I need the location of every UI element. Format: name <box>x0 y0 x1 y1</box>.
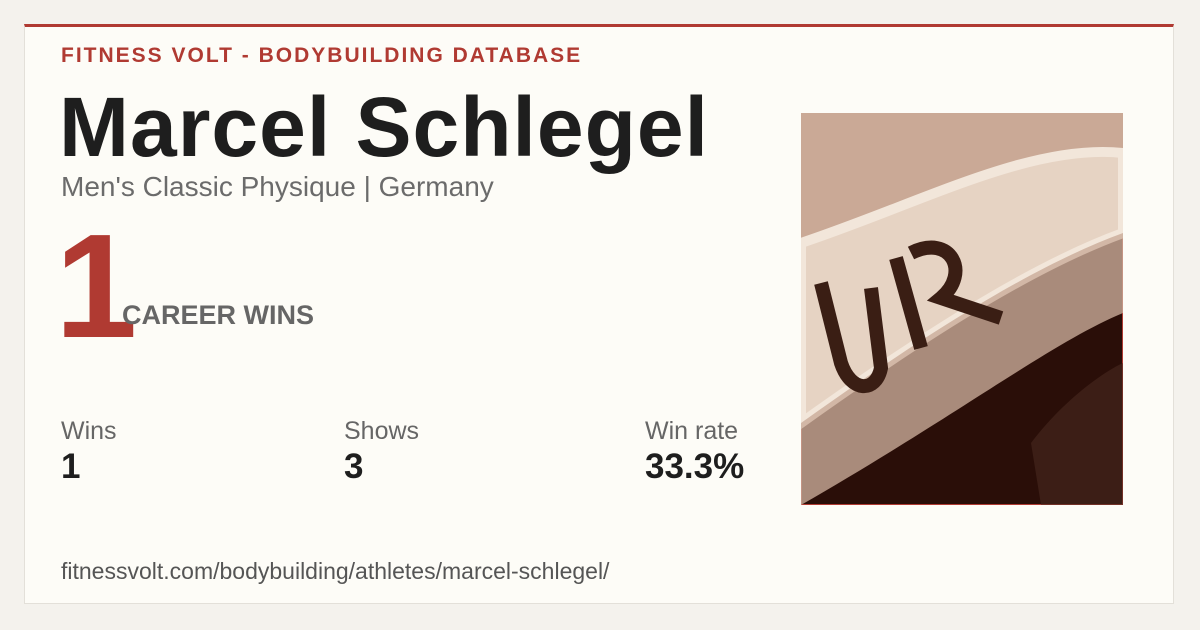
stat-value: 33.3% <box>645 447 745 486</box>
stat-label: Shows <box>344 417 420 445</box>
athlete-photo <box>801 113 1123 505</box>
photo-letter <box>889 240 1004 350</box>
athlete-subtitle: Men's Classic Physique | Germany <box>61 171 494 202</box>
photo-shape <box>1031 363 1123 505</box>
stat-label: Win rate <box>645 417 739 445</box>
card: FITNESS VOLT - BODYBUILDING DATABASE Mar… <box>24 24 1174 604</box>
photo-letter <box>814 281 889 394</box>
stat-label: Wins <box>61 417 117 445</box>
brand: FITNESS VOLT - BODYBUILDING DATABASE <box>61 44 583 67</box>
hero-label: CAREER WINS <box>122 300 315 330</box>
hero-number: 1 <box>55 204 138 369</box>
url: fitnessvolt.com/bodybuilding/athletes/ma… <box>61 558 610 584</box>
stat-value: 3 <box>344 447 364 486</box>
athlete-name: Marcel Schlegel <box>59 80 709 174</box>
photo-shape <box>801 233 1123 505</box>
stat-value: 1 <box>61 447 81 486</box>
